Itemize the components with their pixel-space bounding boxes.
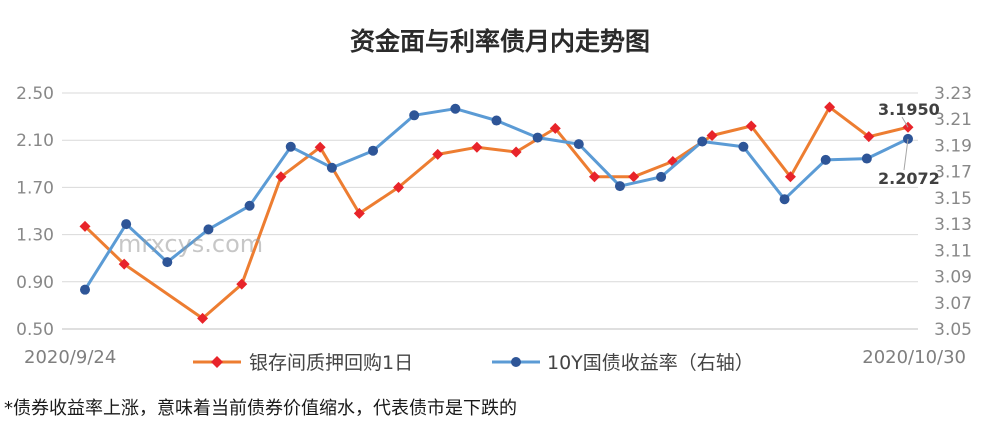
series-marker-0 xyxy=(275,171,287,183)
series-marker-1 xyxy=(820,154,831,165)
series-marker-0 xyxy=(863,131,875,143)
right-tick-label: 3.19 xyxy=(934,136,972,156)
series-marker-0 xyxy=(314,141,326,153)
footnote: *债券收益率上涨，意味着当前债券价值缩水，代表债市是下跌的 xyxy=(4,398,517,419)
series-marker-1 xyxy=(450,103,461,114)
series-marker-0 xyxy=(784,171,796,183)
series-marker-1 xyxy=(244,200,255,211)
series-marker-1 xyxy=(203,224,214,235)
right-tick-label: 3.11 xyxy=(934,241,972,261)
left-tick-label: 0.90 xyxy=(16,273,54,293)
left-tick-label: 0.50 xyxy=(16,320,54,340)
series-marker-0 xyxy=(197,312,209,324)
grid-layer xyxy=(62,92,918,330)
series-marker-0 xyxy=(236,278,248,290)
series-marker-0 xyxy=(745,120,757,132)
series-marker-0 xyxy=(79,220,91,232)
left-axis: 2.50 2.10 1.70 1.30 0.90 0.50 xyxy=(16,84,54,340)
series-line-0 xyxy=(83,105,909,320)
right-axis: 3.23 3.21 3.19 3.17 3.15 3.13 3.11 3.09 3.07 3.05 xyxy=(934,84,972,340)
series-marker-1 xyxy=(532,132,543,143)
right-tick-label: 3.23 xyxy=(934,84,972,104)
series-marker-0 xyxy=(588,171,600,183)
legend: 银存间质押回购1日 10Y国债收益率（右轴） xyxy=(193,352,754,374)
series-marker-0 xyxy=(118,258,130,270)
right-tick-label: 3.09 xyxy=(934,268,972,288)
series-marker-0 xyxy=(628,171,640,183)
series-marker-1 xyxy=(697,136,708,147)
series-marker-1 xyxy=(614,181,625,192)
series-marker-1 xyxy=(779,194,790,205)
label-leader-bond xyxy=(901,116,909,128)
series-marker-0 xyxy=(549,122,561,134)
right-tick-label: 3.07 xyxy=(934,294,972,314)
left-tick-label: 1.30 xyxy=(16,226,54,246)
series-marker-0 xyxy=(510,146,522,158)
right-tick-label: 3.21 xyxy=(934,110,972,130)
right-tick-label: 3.17 xyxy=(934,163,972,183)
series-marker-0 xyxy=(432,148,444,160)
series-marker-1 xyxy=(162,257,173,268)
legend-swatch-bond-marker xyxy=(511,357,521,367)
left-tick-label: 1.70 xyxy=(16,178,54,198)
label-repo-end: 2.2072 xyxy=(878,169,940,188)
series-marker-1 xyxy=(121,219,132,230)
right-tick-label: 3.13 xyxy=(934,215,972,235)
series-marker-0 xyxy=(706,129,718,141)
series-marker-0 xyxy=(393,181,405,193)
legend-label-bond: 10Y国债收益率（右轴） xyxy=(547,352,754,374)
series-marker-0 xyxy=(353,207,365,219)
left-tick-label: 2.10 xyxy=(16,131,54,151)
legend-label-repo: 银存间质押回购1日 xyxy=(249,352,413,374)
right-tick-label: 3.15 xyxy=(934,189,972,209)
x-end-label: 2020/10/30 xyxy=(862,347,966,368)
watermark-text: mrxcys.com xyxy=(118,230,263,258)
series-marker-1 xyxy=(409,110,420,121)
series-marker-0 xyxy=(471,141,483,153)
series-marker-1 xyxy=(491,115,502,126)
x-start-label: 2020/9/24 xyxy=(24,347,116,368)
series-marker-1 xyxy=(861,153,872,164)
label-bond-end: 3.1950 xyxy=(878,100,940,119)
series-layer: 3.1950 2.2072 xyxy=(79,100,940,324)
right-tick-label: 3.05 xyxy=(934,320,972,340)
label-leader-repo xyxy=(903,138,909,171)
series-marker-1 xyxy=(656,171,667,182)
series-marker-1 xyxy=(738,141,749,152)
series-marker-0 xyxy=(824,101,836,113)
legend-swatch-repo-marker xyxy=(211,356,223,368)
series-marker-1 xyxy=(285,141,296,152)
series-marker-1 xyxy=(573,139,584,150)
series-marker-1 xyxy=(326,162,337,173)
series-marker-1 xyxy=(80,284,90,295)
chart-title: 资金面与利率债月内走势图 xyxy=(350,27,650,56)
series-marker-1 xyxy=(368,145,379,156)
left-tick-label: 2.50 xyxy=(16,84,54,104)
